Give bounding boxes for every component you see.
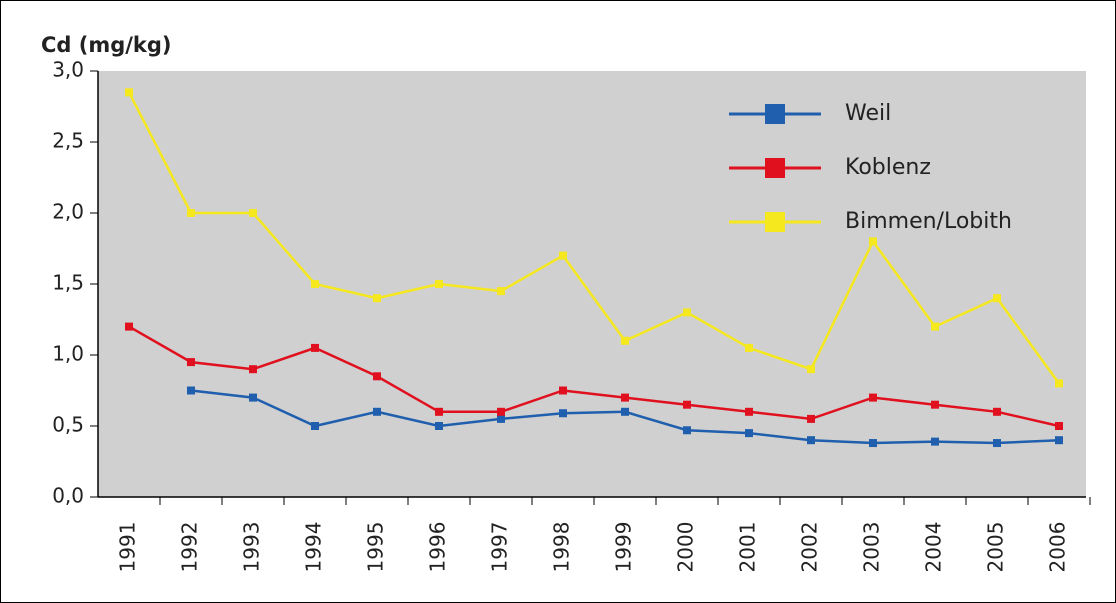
point <box>993 294 1001 303</box>
point <box>249 393 257 402</box>
chart-title: Cd (mg/kg) <box>41 33 172 57</box>
x-tick-label: 1999 <box>612 522 636 573</box>
point <box>311 280 319 288</box>
y-tick-label: 1,5 <box>52 271 84 295</box>
x-tick-label: 1997 <box>488 522 512 573</box>
point <box>497 287 505 296</box>
point <box>1055 379 1063 388</box>
point <box>187 358 195 367</box>
legend-marker <box>765 104 785 124</box>
point <box>807 414 815 423</box>
point <box>249 365 257 374</box>
point <box>311 422 319 430</box>
plot-area <box>98 71 1086 497</box>
y-tick-label: 0,0 <box>52 484 84 508</box>
point <box>683 400 691 409</box>
x-tick-label: 1991 <box>116 522 140 573</box>
point <box>559 409 567 418</box>
x-tick-label: 2005 <box>984 522 1008 573</box>
point <box>993 407 1001 416</box>
y-tick-label: 2,5 <box>52 129 84 153</box>
point <box>869 439 877 448</box>
point <box>1055 436 1063 445</box>
point <box>931 322 939 331</box>
point <box>931 437 939 446</box>
point <box>373 372 381 381</box>
point <box>993 439 1001 448</box>
point <box>497 414 505 423</box>
y-tick-label: 2,0 <box>52 200 84 224</box>
point <box>621 336 629 345</box>
point <box>621 407 629 416</box>
point <box>869 237 877 246</box>
point <box>683 426 691 435</box>
x-tick-label: 1995 <box>364 522 388 573</box>
series-line <box>128 325 1060 428</box>
point <box>745 343 753 352</box>
point <box>187 386 195 395</box>
x-tick-label: 1993 <box>240 522 264 573</box>
x-tick-label: 1998 <box>550 522 574 573</box>
point <box>745 407 753 416</box>
legend-label: Bimmen/Lobith <box>845 209 1012 234</box>
y-tick-label: 0,5 <box>52 413 84 437</box>
legend-marker <box>765 158 785 178</box>
point <box>373 294 381 303</box>
y-tick-label: 1,0 <box>52 342 84 366</box>
point <box>125 88 133 97</box>
point <box>683 308 691 317</box>
x-tick-label: 2003 <box>860 522 884 573</box>
y-tick-label: 3,0 <box>52 58 84 82</box>
point <box>435 407 443 416</box>
x-tick-label: 1996 <box>426 522 450 573</box>
x-tick-label: 2002 <box>798 522 822 573</box>
legend-label: Weil <box>845 101 891 126</box>
x-tick-label: 2000 <box>674 522 698 573</box>
point <box>745 429 753 438</box>
point <box>187 209 195 217</box>
legend-label: Koblenz <box>845 155 931 180</box>
point <box>125 322 133 331</box>
x-tick-label: 2001 <box>736 522 760 573</box>
series-line <box>127 91 1061 385</box>
x-tick-label: 1992 <box>178 522 202 573</box>
point <box>1055 422 1063 430</box>
point <box>559 386 567 395</box>
x-tick-label: 1994 <box>302 522 326 573</box>
legend-marker <box>765 212 785 232</box>
point <box>807 365 815 374</box>
x-tick-label: 2004 <box>922 522 946 573</box>
point <box>249 209 257 217</box>
point <box>559 251 567 260</box>
point <box>621 393 629 402</box>
point <box>435 280 443 288</box>
point <box>435 422 443 430</box>
point <box>311 343 319 352</box>
point <box>869 393 877 402</box>
x-tick-label: 2006 <box>1046 522 1070 573</box>
point <box>497 407 505 416</box>
point <box>931 400 939 409</box>
point <box>373 407 381 416</box>
point <box>807 436 815 445</box>
